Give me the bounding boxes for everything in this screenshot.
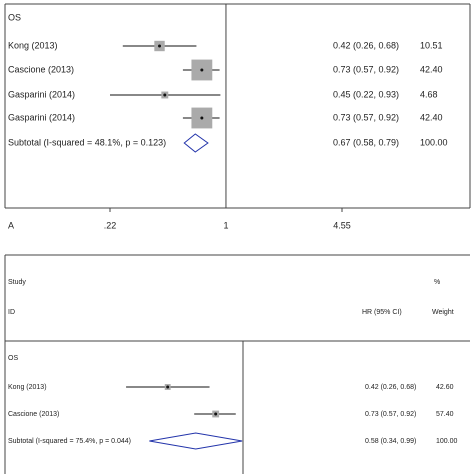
ci-label: 0.42 (0.26, 0.68)	[333, 40, 399, 50]
x-tick-label: 4.55	[333, 220, 351, 230]
subtotal-label: Subtotal (I-squared = 75.4%, p = 0.044)	[8, 438, 131, 445]
weight-label: 42.40	[420, 112, 443, 122]
weight-label: 10.51	[420, 40, 443, 50]
header: %	[434, 279, 440, 286]
pooled-diamond	[149, 432, 243, 450]
weight-label: 57.40	[436, 411, 454, 418]
point-estimate	[200, 116, 204, 120]
x-tick-label: 1	[223, 220, 228, 230]
header: Weight	[432, 309, 454, 316]
study-label: Gasparini (2014)	[8, 89, 75, 99]
subtotal-label: Subtotal (I-squared = 48.1%, p = 0.123)	[8, 137, 166, 147]
header: HR (95% CI)	[362, 309, 402, 316]
ci-label: 0.73 (0.57, 0.92)	[365, 411, 416, 418]
point-estimate	[158, 44, 162, 48]
header: Study	[8, 279, 26, 286]
point-estimate	[166, 385, 170, 389]
ci-label: 0.58 (0.34, 0.99)	[365, 438, 416, 445]
study-label: Kong (2013)	[8, 40, 58, 50]
point-estimate	[200, 68, 204, 72]
ci-label: 0.42 (0.26, 0.68)	[365, 384, 416, 391]
study-label: Cascione (2013)	[8, 64, 74, 74]
panel-a: A .22 1 4.55 OS Kong (2013) 0.42 (0.26, 0.68)…	[4, 3, 471, 230]
study-label: Cascione (2013)	[8, 411, 59, 418]
study-label: Kong (2013)	[8, 384, 47, 391]
ci-label: 0.45 (0.22, 0.93)	[333, 89, 399, 99]
study-label: Gasparini (2014)	[8, 112, 75, 122]
ci-label: 0.67 (0.58, 0.79)	[333, 137, 399, 147]
weight-label: 100.00	[420, 137, 448, 147]
point-estimate	[214, 412, 218, 416]
header: ID	[8, 309, 15, 316]
weight-label: 4.68	[420, 89, 438, 99]
weight-label: 100.00	[436, 438, 458, 445]
ci-label: 0.73 (0.57, 0.92)	[333, 112, 399, 122]
group-label: OS	[8, 355, 18, 362]
point-estimate	[163, 93, 167, 97]
x-tick-label: .22	[104, 220, 117, 230]
group-label: OS	[8, 12, 21, 22]
panel-b: Study ID HR (95% CI)% Weight OS Kong (2013) 0.…	[4, 254, 470, 474]
ci-label: 0.73 (0.57, 0.92)	[333, 64, 399, 74]
weight-label: 42.60	[436, 384, 454, 391]
pooled-diamond	[183, 133, 209, 153]
panel-label: A	[8, 220, 14, 230]
weight-label: 42.40	[420, 64, 443, 74]
